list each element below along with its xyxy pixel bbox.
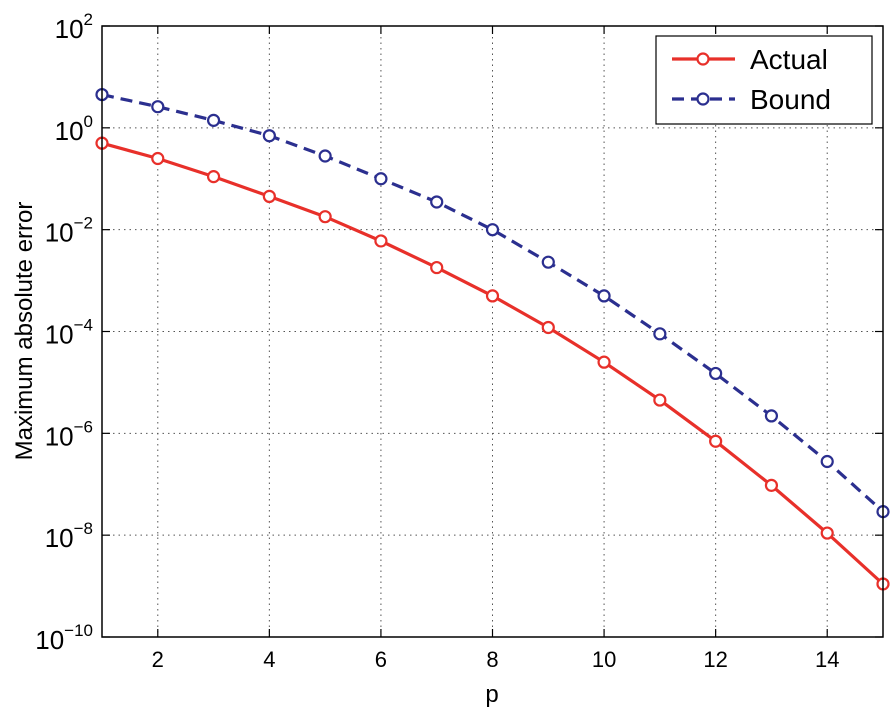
data-point-bound — [709, 366, 723, 381]
x-tick-label: 2 — [152, 647, 164, 672]
x-tick-label: 12 — [703, 647, 727, 672]
x-tick-label: 6 — [375, 647, 387, 672]
axis-ticks: 2 4 6 8 10 12 14 102 100 10−2 10−4 10−6 10−8 10−10 — [35, 10, 883, 672]
data-point-bound — [374, 172, 388, 186]
y-tick-label: 10−10 — [35, 621, 93, 655]
data-point-bound — [206, 113, 221, 127]
legend-label-actual: Actual — [750, 44, 828, 75]
data-point-bound — [430, 195, 444, 209]
legend-label-bound: Bound — [750, 84, 831, 115]
data-point-bound — [597, 289, 611, 303]
data-point-actual — [764, 478, 779, 492]
data-point-actual — [485, 289, 500, 303]
data-point-actual — [709, 434, 723, 448]
legend-box — [655, 35, 873, 125]
y-tick-label: 102 — [55, 10, 93, 44]
data-point-actual — [318, 210, 332, 224]
legend-marker-actual — [696, 52, 710, 66]
data-point-actual — [374, 234, 388, 248]
data-point-actual — [597, 355, 611, 369]
y-tick-label: 10−2 — [45, 214, 93, 248]
data-point-bound — [541, 255, 555, 269]
y-tick-label: 10−6 — [45, 417, 93, 451]
data-point-bound — [764, 409, 779, 423]
legend: Actual Bound — [655, 35, 873, 125]
series-layer — [95, 87, 890, 591]
x-axis-label: p — [485, 681, 498, 708]
data-point-bound — [262, 129, 276, 143]
series-actual — [95, 136, 890, 591]
data-point-actual — [430, 260, 444, 275]
data-point-bound — [485, 223, 500, 237]
data-point-actual — [541, 320, 555, 335]
x-tick-label: 8 — [486, 647, 498, 672]
data-point-actual — [151, 151, 165, 166]
y-tick-label: 100 — [55, 112, 93, 146]
y-tick-label: 10−8 — [45, 519, 93, 553]
series-bound — [95, 87, 890, 519]
y-tick-label: 10−4 — [45, 316, 93, 350]
data-point-bound — [318, 149, 332, 163]
data-point-actual — [653, 393, 667, 407]
x-tick-label: 14 — [815, 647, 839, 672]
legend-marker-bound — [696, 92, 710, 106]
series-line-bound — [101, 93, 885, 513]
y-axis-label: Maximum absolute error — [11, 202, 38, 461]
data-point-actual — [820, 526, 834, 540]
x-tick-label: 4 — [263, 647, 275, 672]
data-point-actual — [262, 189, 276, 204]
data-point-actual — [206, 170, 221, 184]
data-point-bound — [820, 454, 834, 469]
data-point-bound — [653, 327, 667, 341]
data-point-bound — [151, 100, 165, 114]
x-tick-label: 10 — [592, 647, 616, 672]
